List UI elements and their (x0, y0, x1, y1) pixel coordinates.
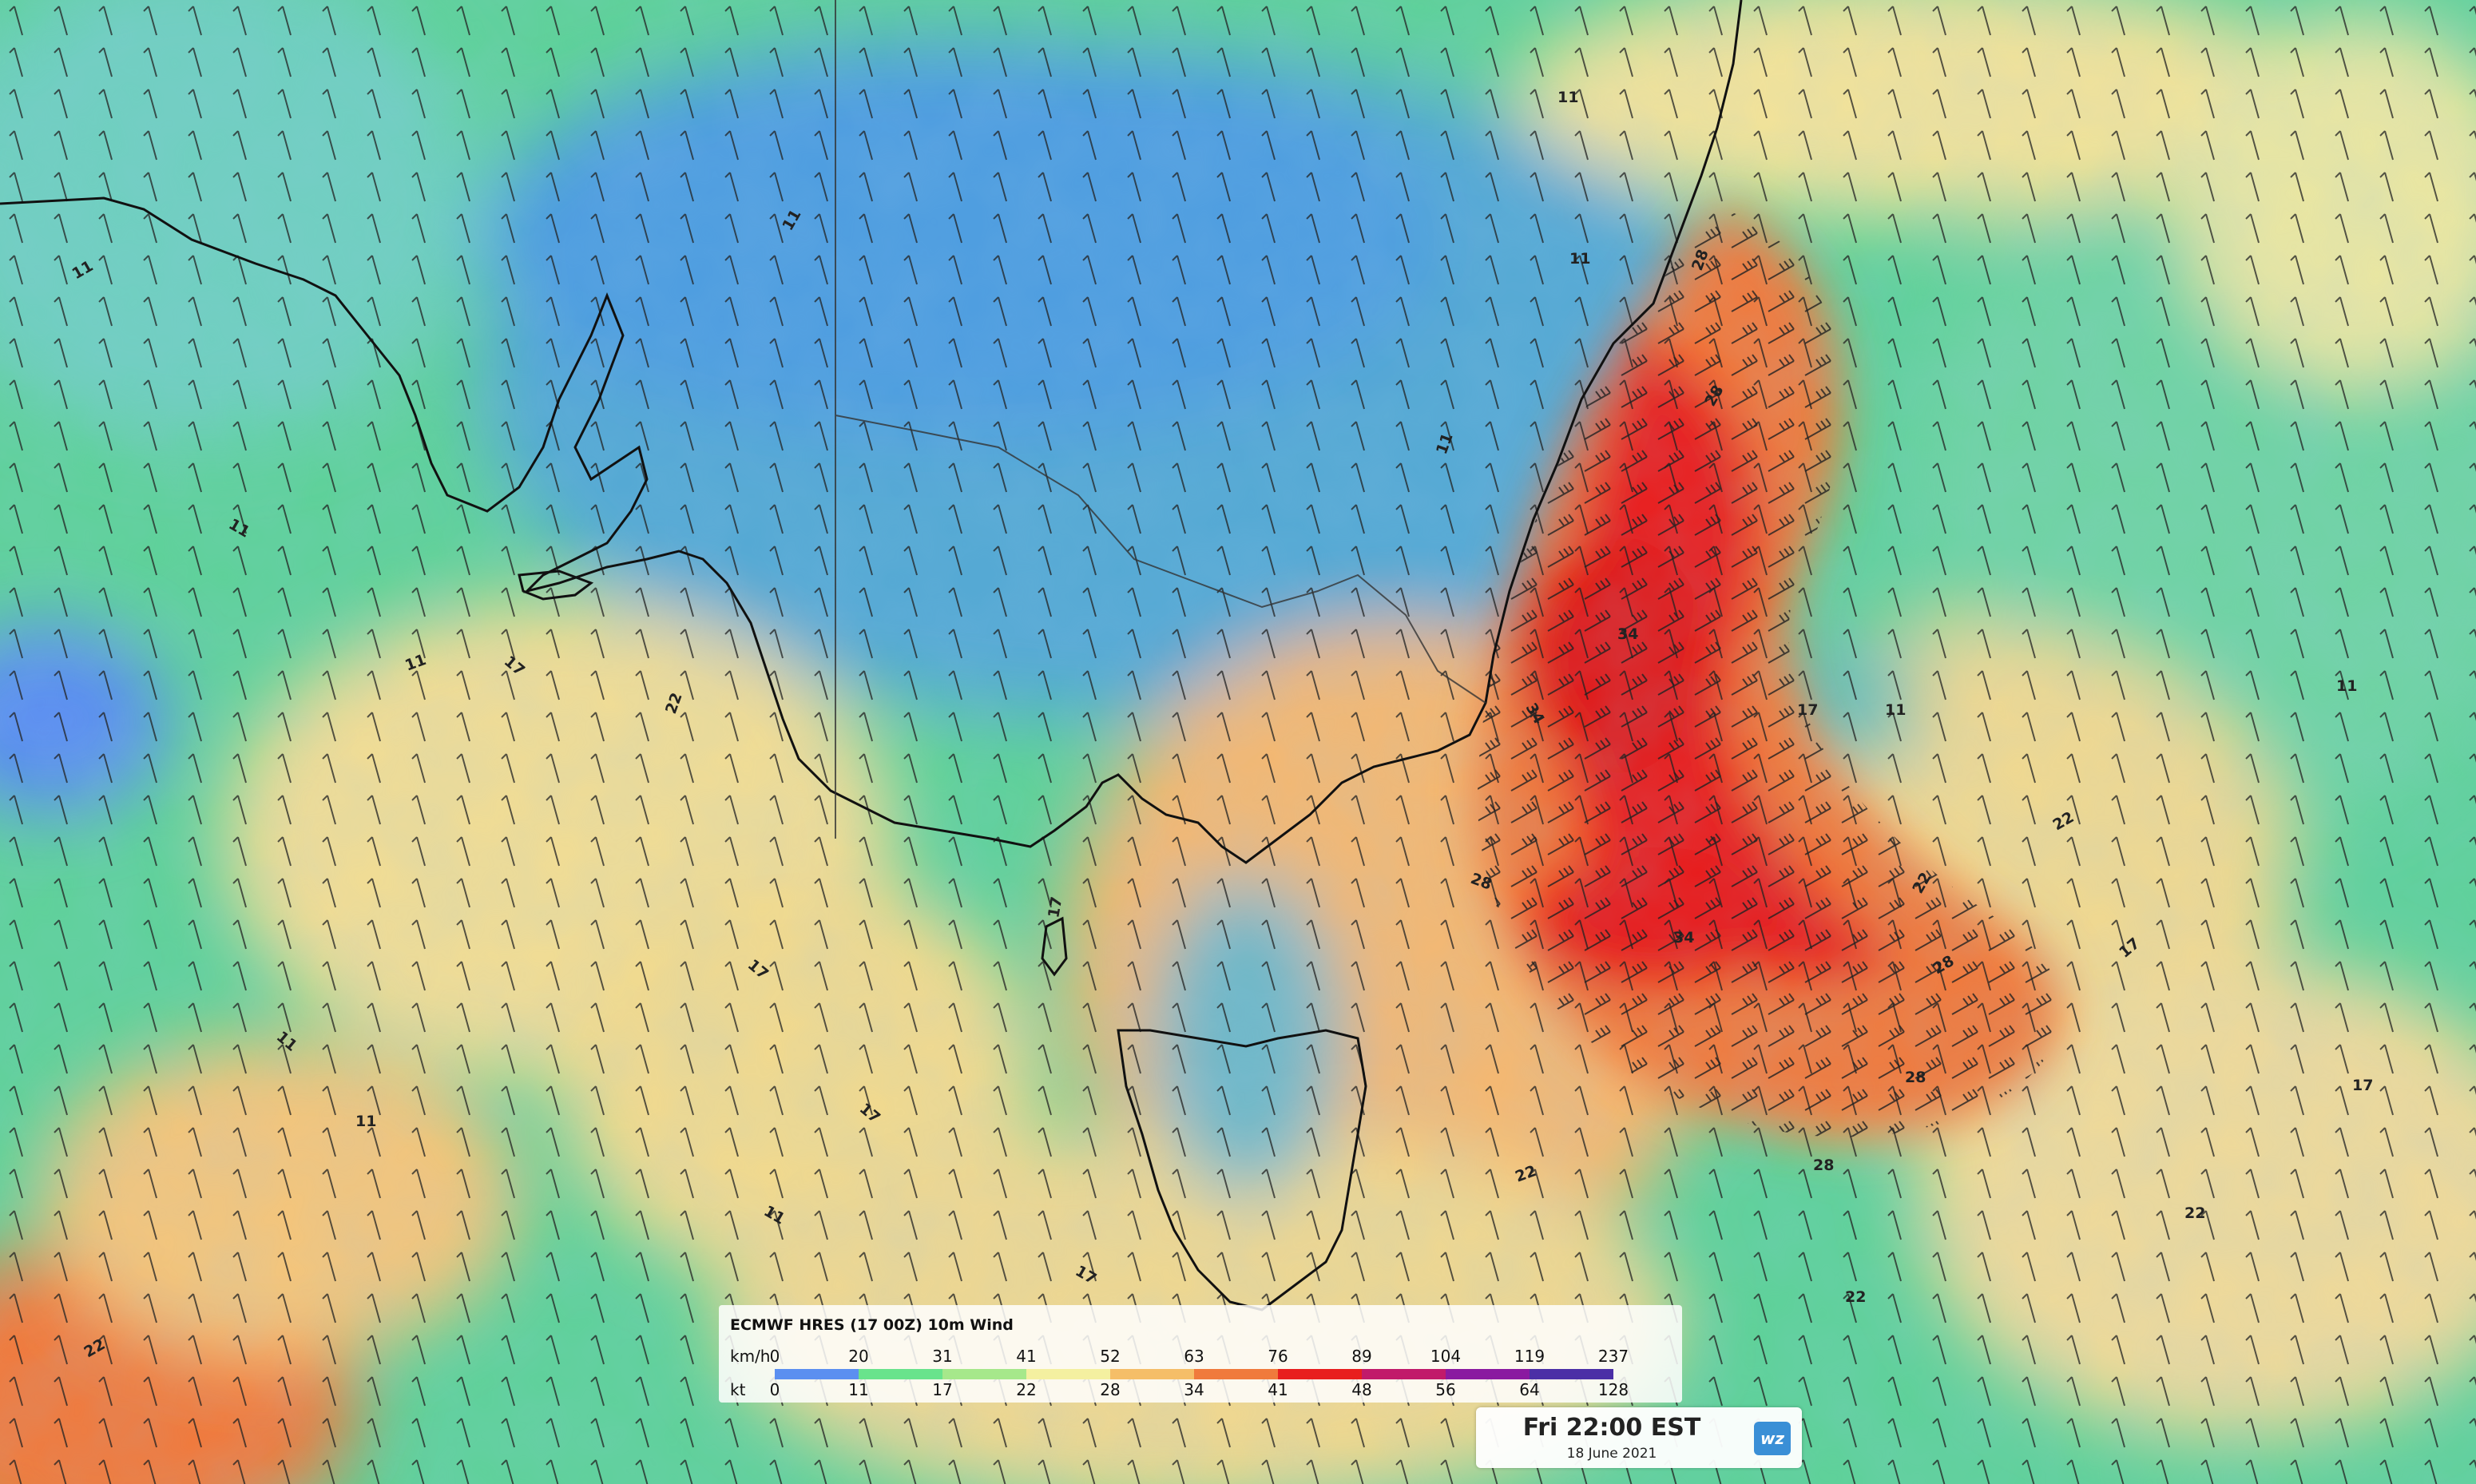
legend-kmh-tick: 41 (1016, 1347, 1037, 1366)
weatherzone-logo[interactable]: wz (1754, 1422, 1791, 1455)
contour-label: 22 (1845, 1288, 1866, 1306)
legend-color-3 (1026, 1369, 1110, 1379)
legend-kmh-tick: 63 (1184, 1347, 1204, 1366)
legend-kmh-tick: 0 (769, 1347, 780, 1366)
legend-kmh-tick: 76 (1268, 1347, 1288, 1366)
legend-kt-tick: 22 (1016, 1380, 1037, 1399)
legend-kmh-tick: 237 (1597, 1347, 1629, 1366)
contour-label: 28 (1905, 1069, 1926, 1086)
contour-label: 34 (1617, 625, 1638, 643)
legend-color-8 (1446, 1369, 1530, 1379)
legend-kmh-tick: 20 (848, 1347, 869, 1366)
legend-unit-kt: kt (730, 1380, 746, 1399)
contour-label: 11 (1557, 89, 1578, 106)
legend-kmh-tick: 104 (1430, 1347, 1462, 1366)
forecast-time: Fri 22:00 EST (1522, 1414, 1701, 1442)
contour-label: 17 (2352, 1077, 2373, 1094)
legend-kt-tick: 56 (1435, 1380, 1456, 1399)
contour-label: 28 (1813, 1157, 1834, 1174)
legend-color-7 (1362, 1369, 1446, 1379)
legend-kt-tick: 28 (1100, 1380, 1121, 1399)
state-borders (835, 0, 1486, 839)
legend-kmh-tick: 89 (1351, 1347, 1372, 1366)
legend-kmh-tick: 31 (932, 1347, 953, 1366)
legend-kt-tick: 48 (1351, 1380, 1372, 1399)
legend-kt-tick: 11 (848, 1380, 869, 1399)
contour-label: 17 (1797, 701, 1818, 719)
contour-label: 11 (1569, 250, 1590, 268)
legend-kt-tick: 41 (1268, 1380, 1288, 1399)
legend: ECMWF HRES (17 00Z) 10m Wind km/h kt 0 20… (719, 1305, 1682, 1403)
contour-label: 11 (1885, 701, 1906, 719)
legend-kmh-tick: 119 (1514, 1347, 1546, 1366)
legend-color-2 (942, 1369, 1026, 1379)
wind-barbs-strong (1478, 208, 2062, 1137)
legend-color-9 (1530, 1369, 1613, 1379)
contour-label: 34 (1673, 929, 1694, 946)
legend-kt-tick: 0 (769, 1380, 780, 1399)
timestamp-box: Fri 22:00 EST 18 June 2021 wz (1476, 1407, 1802, 1468)
legend-color-bar (775, 1369, 1613, 1379)
legend-title: ECMWF HRES (17 00Z) 10m Wind (730, 1316, 1014, 1334)
legend-kt-tick: 128 (1597, 1380, 1629, 1399)
coastlines (0, 0, 1743, 1311)
forecast-date: 18 June 2021 (1566, 1446, 1657, 1462)
legend-color-5 (1194, 1369, 1278, 1379)
contour-label: 17 (1045, 895, 1065, 919)
contour-label: 11 (355, 1113, 376, 1130)
legend-kt-tick: 64 (1519, 1380, 1540, 1399)
legend-kmh-tick: 52 (1100, 1347, 1121, 1366)
contour-label: 22 (2184, 1204, 2205, 1222)
legend-color-1 (859, 1369, 942, 1379)
legend-color-4 (1110, 1369, 1194, 1379)
legend-color-0 (775, 1369, 859, 1379)
legend-kt-tick: 34 (1184, 1380, 1204, 1399)
legend-kt-tick: 17 (932, 1380, 953, 1399)
legend-color-6 (1278, 1369, 1362, 1379)
legend-unit-kmh: km/h (730, 1347, 771, 1366)
contour-label: 11 (2336, 677, 2357, 695)
